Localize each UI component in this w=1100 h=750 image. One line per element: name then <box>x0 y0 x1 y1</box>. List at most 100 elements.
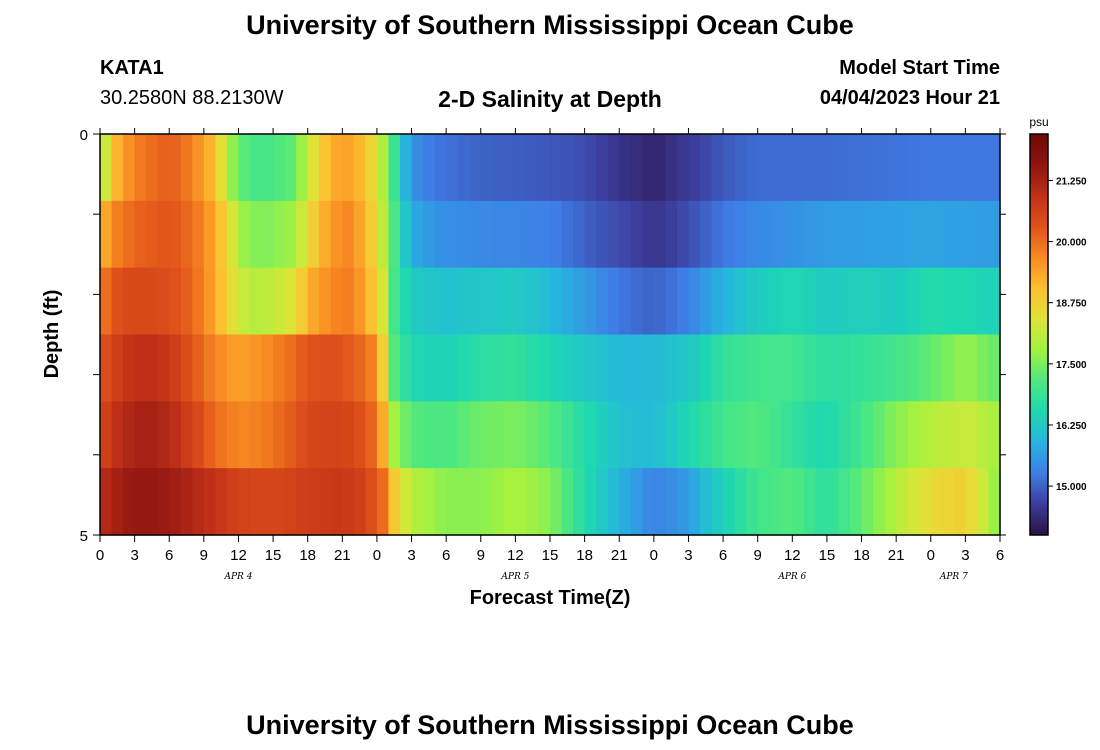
heatmap-cell <box>134 401 147 469</box>
colorbar-tick-label: 20.000 <box>1056 238 1087 249</box>
heatmap-cell <box>676 468 690 536</box>
heatmap-cell <box>907 134 920 202</box>
heatmap-cell <box>319 468 332 536</box>
heatmap-cell <box>203 468 216 536</box>
heatmap-cell <box>111 334 124 402</box>
heatmap-cell <box>907 468 920 536</box>
heatmap-cell <box>653 334 666 402</box>
colorbar-tick-label: 17.500 <box>1056 360 1087 371</box>
heatmap-cell <box>365 200 378 269</box>
heatmap-cell <box>665 267 678 336</box>
heatmap-cell <box>238 200 251 269</box>
heatmap-cell <box>273 134 286 202</box>
heatmap-cell <box>734 468 747 536</box>
heatmap-cell <box>584 267 597 336</box>
heatmap-cell <box>180 267 193 336</box>
day-label: APR 7 <box>939 572 968 582</box>
heatmap-cell <box>757 468 770 536</box>
heatmap-cell <box>226 334 240 402</box>
heatmap-cell <box>723 267 736 336</box>
heatmap-cell <box>250 200 263 269</box>
heatmap-cell <box>746 267 759 336</box>
heatmap-cell <box>250 134 263 202</box>
heatmap-cell <box>792 468 805 536</box>
heatmap-cell <box>676 334 690 402</box>
heatmap-cell <box>296 267 309 336</box>
heatmap-cell <box>284 468 297 536</box>
heatmap-cell <box>376 200 390 269</box>
heatmap-cell <box>434 134 447 202</box>
heatmap-cell <box>203 267 216 336</box>
heatmap-cell <box>111 401 124 469</box>
heatmap-cell <box>284 401 297 469</box>
heatmap-cell <box>296 334 309 402</box>
heatmap-cell <box>365 134 378 202</box>
heatmap-cell <box>423 334 436 402</box>
heatmap-cell <box>388 334 401 402</box>
heatmap-cell <box>861 401 874 469</box>
heatmap-cell <box>746 134 759 202</box>
heatmap-cell <box>157 134 170 202</box>
heatmap-cell <box>596 134 609 202</box>
heatmap-cell <box>711 334 724 402</box>
heatmap-cell <box>353 334 366 402</box>
heatmap-cell <box>976 200 990 269</box>
heatmap-cell <box>353 468 366 536</box>
heatmap-cell <box>469 267 482 336</box>
heatmap-cell <box>630 267 643 336</box>
heatmap-cell <box>388 134 401 202</box>
heatmap-cell <box>480 401 493 469</box>
heatmap-cell <box>376 401 390 469</box>
heatmap-cell <box>642 267 655 336</box>
heatmap-cell <box>434 468 447 536</box>
x-tick-label: 0 <box>650 547 658 564</box>
heatmap-cell <box>919 334 932 402</box>
heatmap-cell <box>226 200 240 269</box>
x-axis-label: Forecast Time(Z) <box>470 587 631 609</box>
heatmap-cell <box>780 134 793 202</box>
heatmap-cell <box>192 200 205 269</box>
heatmap-cell <box>665 334 678 402</box>
heatmap-cell <box>653 401 666 469</box>
heatmap-cell <box>284 134 297 202</box>
day-label: APR 5 <box>500 572 529 582</box>
heatmap-cell <box>515 401 528 469</box>
heatmap-cell <box>873 200 886 269</box>
heatmap-cell <box>630 200 643 269</box>
heatmap-cell <box>434 267 447 336</box>
heatmap-cell <box>596 468 609 536</box>
heatmap-cell <box>342 468 355 536</box>
heatmap-cell <box>538 267 551 336</box>
heatmap-cell <box>630 401 643 469</box>
heatmap-cell <box>273 267 286 336</box>
heatmap-cell <box>100 267 113 336</box>
heatmap-cell <box>873 334 886 402</box>
heatmap-cell <box>123 334 136 402</box>
heatmap-cell <box>930 334 943 402</box>
heatmap-cell <box>676 401 690 469</box>
page-title: University of Southern Mississippi Ocean… <box>246 10 854 40</box>
heatmap-cell <box>850 267 863 336</box>
heatmap-cell <box>180 134 193 202</box>
heatmap-cell <box>503 200 516 269</box>
heatmap-cell <box>653 468 666 536</box>
heatmap-cell <box>815 468 828 536</box>
heatmap-cell <box>711 468 724 536</box>
heatmap-cell <box>250 468 263 536</box>
heatmap-cell <box>873 468 886 536</box>
heatmap-cell <box>192 468 205 536</box>
y-axis-label: Depth (ft) <box>41 290 63 379</box>
heatmap-cell <box>561 267 574 336</box>
heatmap-cell <box>988 200 1001 269</box>
heatmap-cell <box>365 334 378 402</box>
colorbar-tick-label: 21.250 <box>1056 176 1087 187</box>
heatmap-cell <box>573 134 586 202</box>
heatmap-cell <box>584 401 597 469</box>
heatmap-cell <box>700 267 713 336</box>
heatmap-cell <box>803 200 816 269</box>
heatmap-cell <box>896 267 909 336</box>
heatmap-cell <box>538 334 551 402</box>
heatmap-cell <box>976 468 990 536</box>
heatmap-cell <box>469 401 482 469</box>
